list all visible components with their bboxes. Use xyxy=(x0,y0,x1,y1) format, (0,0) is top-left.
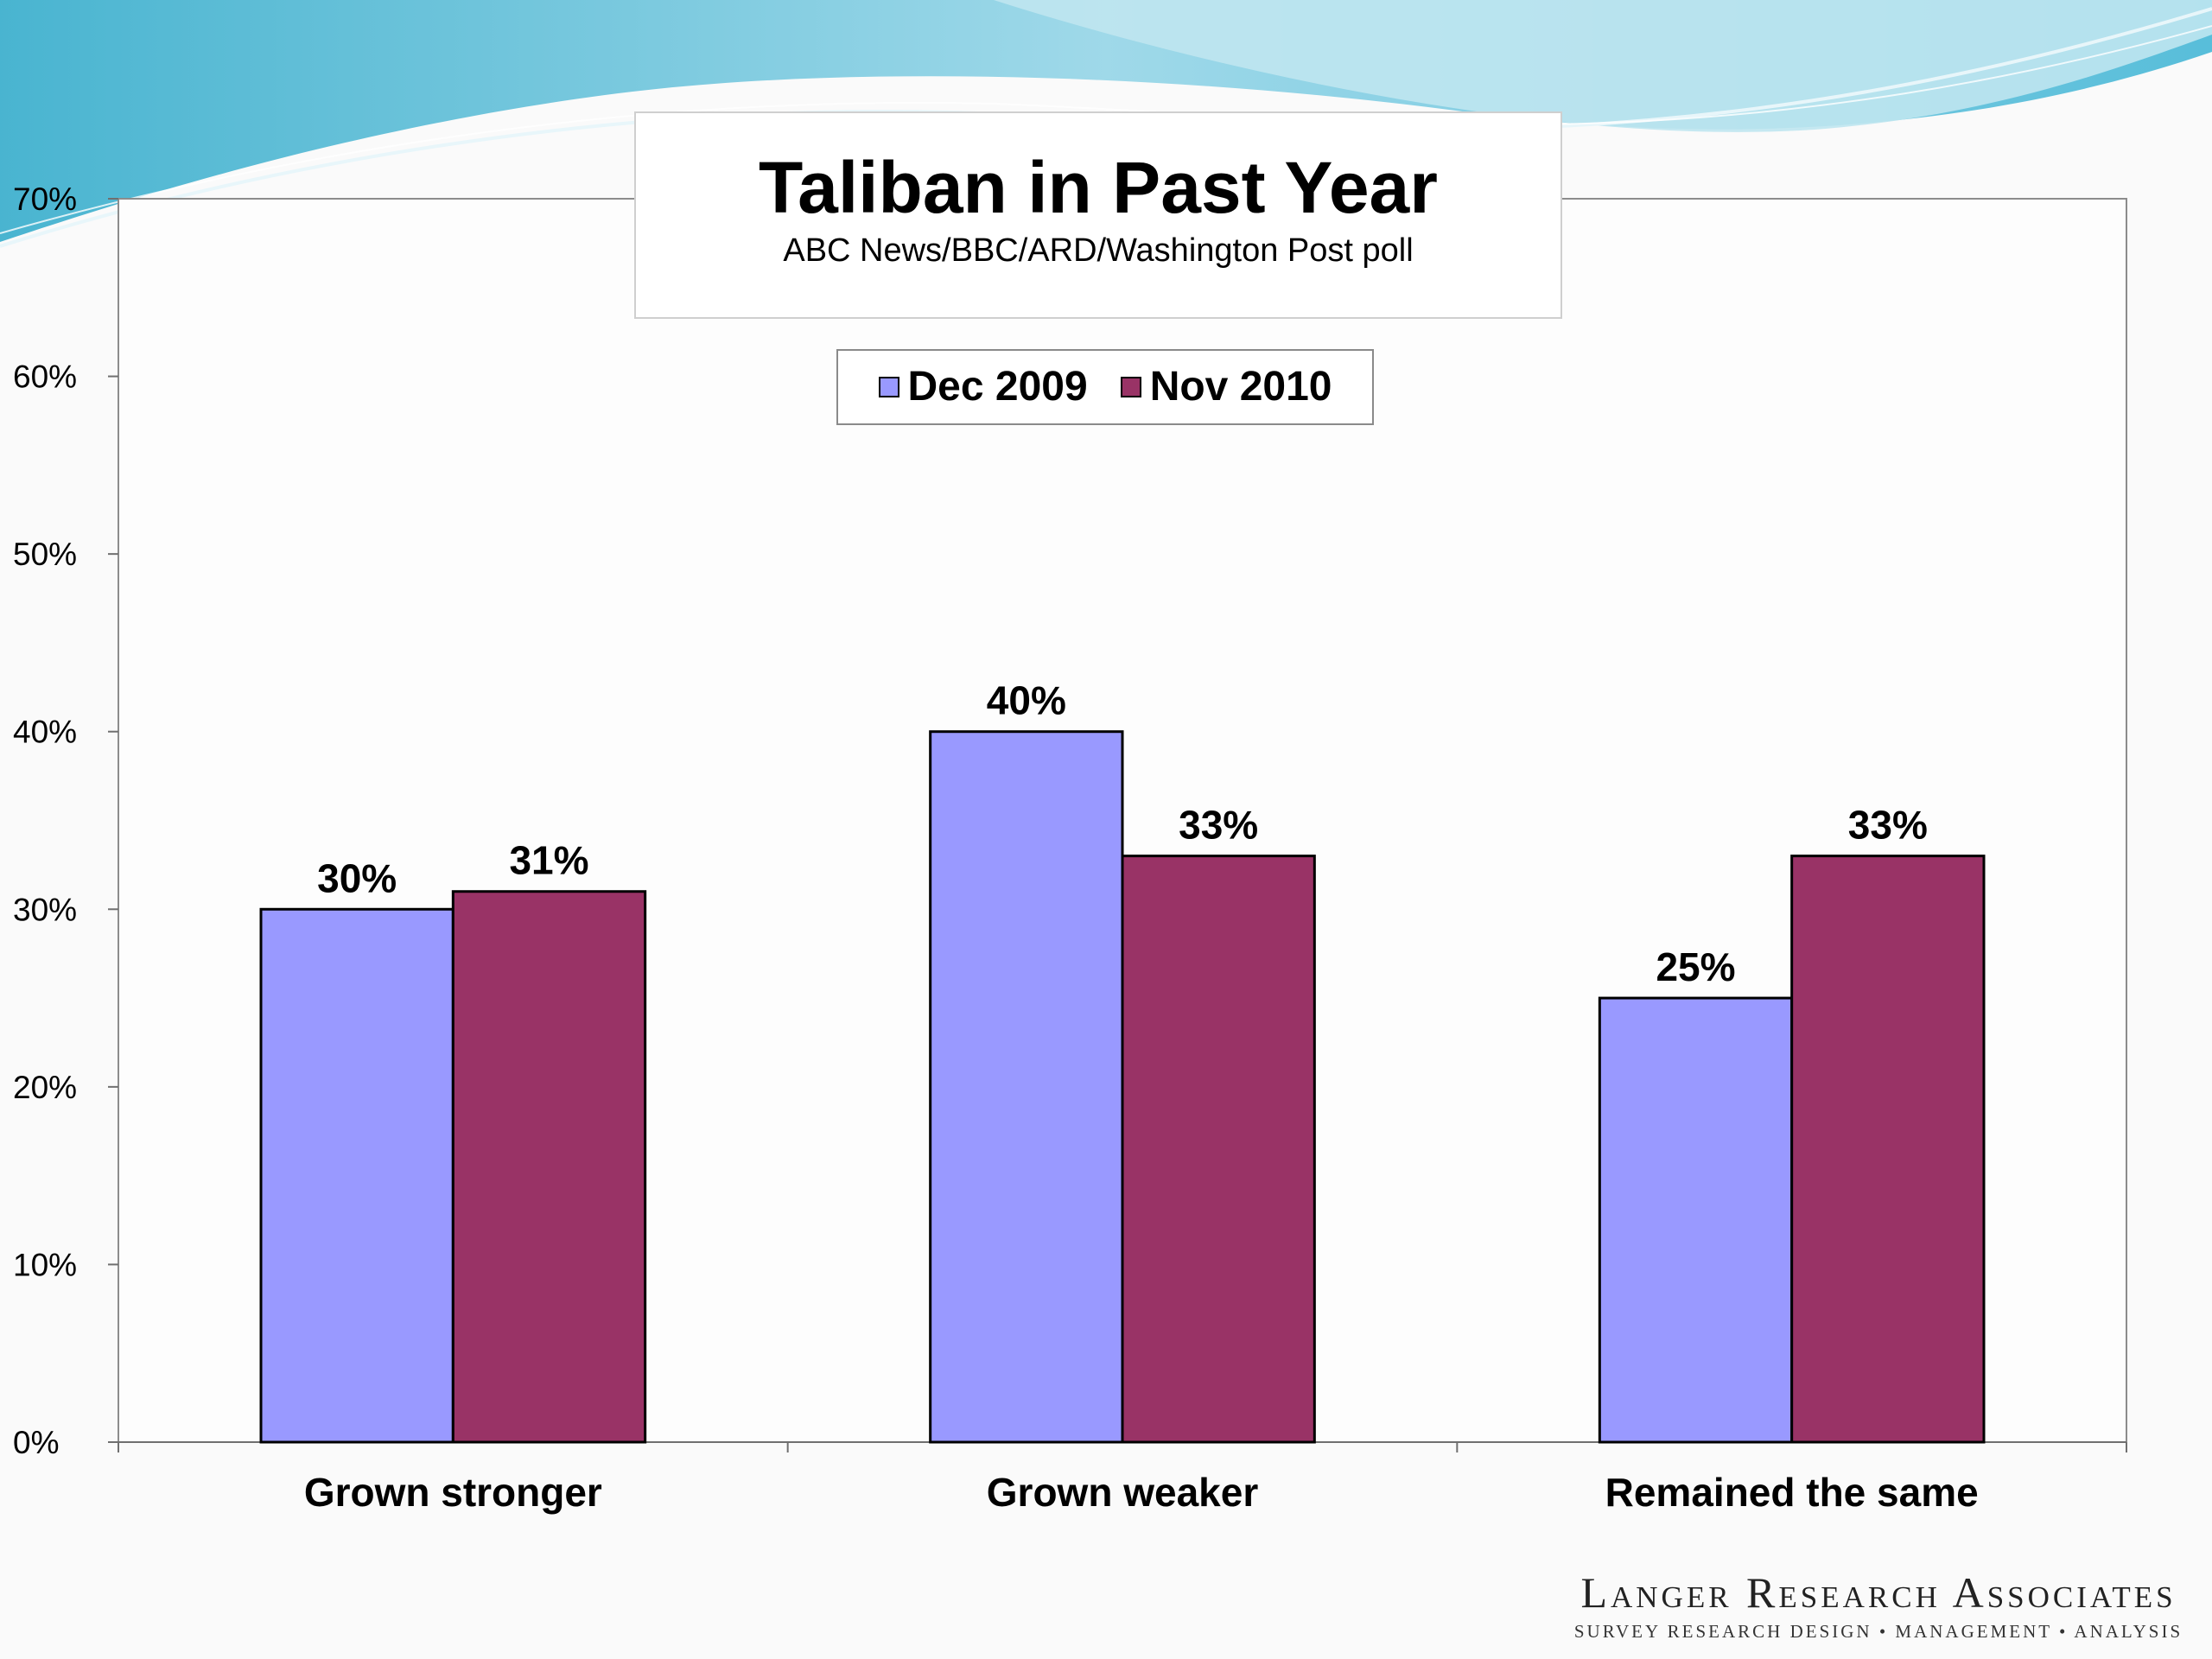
y-tick-label: 10% xyxy=(13,1247,77,1282)
y-tick-label: 60% xyxy=(13,359,77,395)
data-label: 33% xyxy=(1179,803,1258,848)
y-tick-label: 20% xyxy=(13,1070,77,1105)
logo-tagline: SURVEY RESEARCH DESIGN • MANAGEMENT • AN… xyxy=(1573,1621,2183,1642)
bar xyxy=(1598,996,1794,1444)
bar xyxy=(1121,855,1316,1444)
bar xyxy=(259,907,454,1444)
legend-label-dec-2009: Dec 2009 xyxy=(907,364,1088,410)
x-category-label: Grown weaker xyxy=(987,1470,1259,1515)
legend-item-nov-2010: Nov 2010 xyxy=(1120,364,1332,410)
y-tick-label: 50% xyxy=(13,537,77,572)
y-tick-label: 70% xyxy=(13,181,77,217)
data-label: 31% xyxy=(509,838,588,883)
y-tick-label: 40% xyxy=(13,715,77,750)
chart-subtitle: ABC News/BBC/ARD/Washington Post poll xyxy=(783,232,1414,269)
logo-name: Langer Research Associates xyxy=(1580,1568,2177,1617)
chart-title: Taliban in Past Year xyxy=(759,147,1438,228)
legend-label-nov-2010: Nov 2010 xyxy=(1149,364,1332,410)
y-tick-label: 30% xyxy=(13,892,77,927)
legend-item-dec-2009: Dec 2009 xyxy=(878,364,1088,410)
bar xyxy=(451,890,647,1444)
x-category-label: Remained the same xyxy=(1605,1470,1979,1515)
langer-research-logo: Langer Research Associates SURVEY RESEAR… xyxy=(1567,1571,2190,1654)
chart-title-box: Taliban in Past Year ABC News/BBC/ARD/Wa… xyxy=(634,111,1562,319)
bar xyxy=(929,730,1124,1444)
y-tick-label: 0% xyxy=(13,1425,59,1460)
bar xyxy=(1790,855,1986,1444)
chart-legend: Dec 2009 Nov 2010 xyxy=(836,349,1374,425)
data-label: 25% xyxy=(1656,944,1735,989)
x-category-label: Grown stronger xyxy=(304,1470,602,1515)
data-label: 33% xyxy=(1848,803,1928,848)
legend-swatch-dec-2009 xyxy=(878,377,899,397)
legend-swatch-nov-2010 xyxy=(1120,377,1141,397)
data-label: 40% xyxy=(987,678,1066,723)
data-label: 30% xyxy=(317,855,397,900)
